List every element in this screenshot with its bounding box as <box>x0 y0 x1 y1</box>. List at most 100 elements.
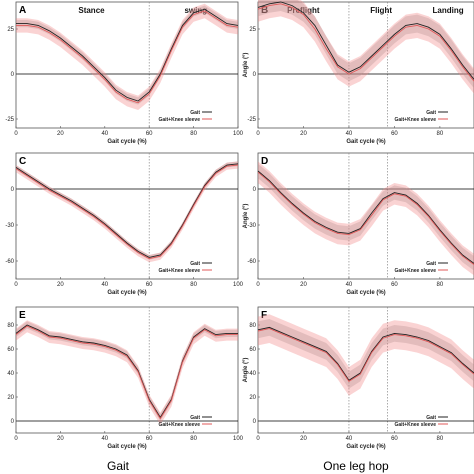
sd-band-gait <box>258 163 474 271</box>
x-tick-label: 60 <box>146 436 153 442</box>
x-tick-label: 40 <box>346 131 353 137</box>
x-tick-label: 40 <box>346 282 353 288</box>
y-tick-label: -30 <box>247 223 256 229</box>
plot-frame <box>15 152 239 280</box>
x-tick-label: 60 <box>146 131 153 137</box>
x-tick-label: 100 <box>233 436 244 442</box>
column-title-gait: Gait <box>107 459 130 473</box>
panel-b: 0 20 40 60 80 -25 0 25 Gait cycle (%) Angle (°) B P… <box>243 0 474 145</box>
y-tick-label: -60 <box>247 259 256 265</box>
phase-label: swing <box>184 6 207 15</box>
legend-label: Gait <box>190 261 200 267</box>
x-tick-label: 80 <box>437 282 444 288</box>
x-axis-label: Gait cycle (%) <box>107 139 146 145</box>
sd-band-knee-sleeve <box>258 314 474 396</box>
plot-frame <box>257 306 474 434</box>
phase-label: Landing <box>433 6 464 15</box>
x-tick-label: 0 <box>256 282 260 288</box>
x-tick-label: 20 <box>57 282 64 288</box>
sd-band-knee-sleeve <box>16 3 238 110</box>
y-tick-label: 80 <box>7 323 14 329</box>
legend-label: Gait <box>190 110 200 116</box>
plot-frame <box>15 1 239 129</box>
series-line-gait <box>257 170 474 264</box>
x-tick-label: 60 <box>146 282 153 288</box>
panel-letter: F <box>261 310 267 321</box>
x-axis-label: Gait cycle (%) <box>107 444 146 450</box>
series-line-knee-sleeve <box>257 328 474 383</box>
phase-label: Preflight <box>287 6 320 15</box>
x-tick-label: 40 <box>346 436 353 442</box>
x-tick-label: 20 <box>300 282 307 288</box>
phase-label: Stance <box>78 6 105 15</box>
sd-band-gait <box>258 319 474 389</box>
legend-label: Gait <box>190 415 200 421</box>
series-line-knee-sleeve <box>15 325 238 420</box>
x-axis-label: Gait cycle (%) <box>346 290 385 296</box>
y-tick-label: 40 <box>7 371 14 377</box>
x-axis-label: Gait cycle (%) <box>107 290 146 296</box>
y-tick-label: -25 <box>247 117 256 123</box>
y-tick-label: 80 <box>249 323 256 329</box>
panel-letter: E <box>19 310 26 321</box>
y-tick-label: 0 <box>253 72 257 78</box>
panel-letter: C <box>19 156 26 167</box>
y-axis-label: Angle (°) <box>243 53 249 78</box>
column-title-one-leg-hop: One leg hop <box>323 459 389 473</box>
x-axis-label: Gait cycle (%) <box>346 139 385 145</box>
panel-d: 0 20 40 60 80 -60 -30 0 Gait cycle (%) Angle (°) D… <box>243 152 474 296</box>
x-tick-label: 0 <box>256 131 260 137</box>
panel-f: 0 20 40 60 80 0 20 40 60 80 Gait cycle (%) Angle (°… <box>243 306 474 450</box>
y-tick-label: 25 <box>7 27 14 33</box>
y-tick-label: 0 <box>253 187 257 193</box>
y-axis-label: Angle (°) <box>243 358 249 383</box>
x-tick-label: 100 <box>233 131 244 137</box>
series-line-knee-sleeve <box>15 164 239 260</box>
series-line-gait <box>15 324 238 419</box>
x-tick-label: 0 <box>256 436 260 442</box>
x-tick-label: 80 <box>190 131 197 137</box>
x-tick-label: 40 <box>101 436 108 442</box>
legend-label: Gait+Knee sleeve <box>158 268 200 274</box>
x-tick-label: 80 <box>190 282 197 288</box>
sd-band-knee-sleeve <box>258 161 474 276</box>
sd-band-knee-sleeve <box>258 0 474 94</box>
y-tick-label: 40 <box>249 371 256 377</box>
y-tick-label: 0 <box>11 187 15 193</box>
series-line-gait <box>257 1 474 80</box>
y-tick-label: 25 <box>249 27 256 33</box>
legend-label: Gait+Knee sleeve <box>394 268 436 274</box>
x-tick-label: 40 <box>101 282 108 288</box>
series-line-gait <box>257 326 474 381</box>
legend-label: Gait+Knee sleeve <box>158 117 200 123</box>
series-line-knee-sleeve <box>257 3 474 82</box>
x-tick-label: 40 <box>101 131 108 137</box>
x-tick-label: 80 <box>190 436 197 442</box>
x-tick-label: 20 <box>300 131 307 137</box>
x-tick-label: 100 <box>233 282 244 288</box>
y-axis-label: Angle (°) <box>243 204 249 229</box>
y-tick-label: 60 <box>249 347 256 353</box>
y-tick-label: 20 <box>7 395 14 401</box>
y-tick-label: 0 <box>11 419 15 425</box>
panel-letter: A <box>19 5 26 16</box>
sd-band-knee-sleeve <box>16 161 238 263</box>
panel-letter: D <box>261 156 268 167</box>
series-line-gait <box>15 163 239 258</box>
legend-label: Gait+Knee sleeve <box>394 422 436 428</box>
x-tick-label: 80 <box>437 131 444 137</box>
sd-band-gait <box>16 5 238 105</box>
plot-frame <box>257 152 474 280</box>
y-tick-label: 0 <box>11 72 15 78</box>
legend-label: Gait <box>426 110 436 116</box>
legend-label: Gait+Knee sleeve <box>158 422 200 428</box>
panel-letter: B <box>261 5 268 16</box>
legend-label: Gait+Knee sleeve <box>394 117 436 123</box>
plot-frame <box>15 306 239 434</box>
x-tick-label: 20 <box>300 436 307 442</box>
x-tick-label: 20 <box>57 436 64 442</box>
y-tick-label: -25 <box>5 117 14 123</box>
legend-label: Gait <box>426 415 436 421</box>
panel-a: 0 20 40 60 80 100 -25 0 25 Gait cycle (%) A Stance s… <box>5 1 244 145</box>
